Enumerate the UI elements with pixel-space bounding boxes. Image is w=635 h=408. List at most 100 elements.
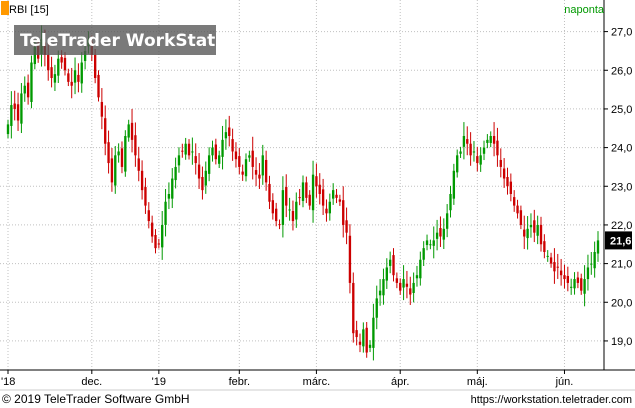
- candle-body: [224, 132, 228, 139]
- x-tick-label: febr.: [229, 376, 250, 388]
- candle-body: [331, 190, 335, 199]
- candle-body: [254, 170, 258, 175]
- candle: [157, 238, 161, 249]
- candle-body: [482, 147, 486, 154]
- candle-body: [211, 147, 214, 156]
- candle-body: [519, 210, 523, 225]
- candle-body: [496, 140, 499, 156]
- candle-body: [20, 93, 23, 124]
- candle-body: [368, 344, 372, 348]
- candle-body: [469, 143, 472, 156]
- candle: [120, 141, 124, 174]
- candle-body: [291, 211, 295, 222]
- candle-body: [506, 176, 509, 187]
- candle-body: [435, 232, 439, 239]
- interval-label[interactable]: naponta: [564, 4, 605, 16]
- candle-body: [157, 243, 161, 245]
- candle-body: [456, 155, 459, 173]
- candle: [288, 197, 291, 221]
- candle-body: [479, 155, 482, 165]
- candle: [124, 130, 127, 177]
- candle: [439, 216, 442, 247]
- candle: [529, 213, 533, 238]
- candle: [342, 186, 345, 238]
- candle: [543, 234, 546, 259]
- y-tick-label: 22,0: [611, 220, 632, 232]
- candle-body: [549, 257, 553, 264]
- candle: [164, 188, 167, 237]
- candle-body: [315, 176, 318, 187]
- candle-body: [244, 159, 248, 177]
- candle-body: [26, 82, 30, 98]
- candle: [177, 147, 181, 173]
- candle-body: [586, 267, 590, 280]
- y-tick-label: 19,0: [611, 336, 632, 348]
- candle: [526, 216, 529, 250]
- candle-body: [197, 164, 201, 179]
- candle: [499, 148, 502, 178]
- candle-body: [459, 151, 462, 154]
- candle-body: [402, 279, 405, 288]
- candle: [516, 199, 519, 219]
- candle-body: [271, 200, 275, 214]
- candle: [580, 273, 583, 295]
- candle-body: [251, 150, 254, 167]
- candle: [107, 130, 110, 174]
- candle-body: [261, 155, 264, 176]
- candle-body: [248, 155, 251, 158]
- candle-body: [392, 255, 395, 276]
- candle-body: [476, 156, 479, 164]
- candle-body: [241, 171, 244, 175]
- footer-url[interactable]: https://workstation.teletrader.com: [471, 394, 632, 406]
- y-tick-label: 25,0: [611, 104, 632, 116]
- candle-body: [559, 270, 563, 276]
- y-tick-label: 24,0: [611, 143, 632, 155]
- candle: [553, 248, 556, 284]
- candle-body: [563, 275, 566, 280]
- copyright-text: © 2019 TeleTrader Software GmbH: [2, 392, 190, 406]
- watermark-box: [14, 25, 216, 55]
- candle: [492, 122, 496, 157]
- candle: [590, 252, 593, 275]
- candle-body: [516, 205, 519, 214]
- candle: [409, 276, 412, 305]
- candle: [184, 137, 187, 160]
- candle-body: [412, 282, 415, 293]
- candle: [513, 190, 516, 212]
- candle: [241, 164, 244, 181]
- candle-body: [140, 170, 144, 191]
- candle: [375, 285, 378, 330]
- candle: [244, 153, 248, 182]
- candle-body: [144, 187, 147, 206]
- candle-body: [489, 136, 492, 143]
- candle-body: [445, 213, 449, 229]
- candle: [23, 76, 26, 102]
- x-tick-label: dec.: [81, 376, 102, 388]
- candle: [318, 173, 321, 205]
- candle-body: [73, 70, 77, 83]
- candle: [308, 190, 311, 210]
- candle-body: [523, 229, 526, 237]
- candle-body: [218, 155, 221, 164]
- candle: [63, 52, 67, 76]
- candle-body: [358, 341, 362, 345]
- candle-body: [285, 187, 288, 206]
- candle: [211, 140, 214, 162]
- candle-body: [63, 57, 67, 71]
- candle: [435, 219, 439, 251]
- candle: [586, 254, 590, 291]
- candle-body: [191, 151, 194, 153]
- candle-body: [221, 139, 224, 157]
- candle-body: [47, 54, 50, 71]
- candle: [482, 140, 486, 161]
- candle: [231, 128, 234, 161]
- candle: [104, 105, 107, 156]
- candle-body: [345, 220, 348, 233]
- candle-body: [342, 200, 345, 225]
- candle: [258, 163, 261, 189]
- candle: [130, 108, 134, 153]
- candle: [355, 320, 358, 346]
- candle-body: [419, 259, 422, 279]
- candle-body: [298, 197, 301, 199]
